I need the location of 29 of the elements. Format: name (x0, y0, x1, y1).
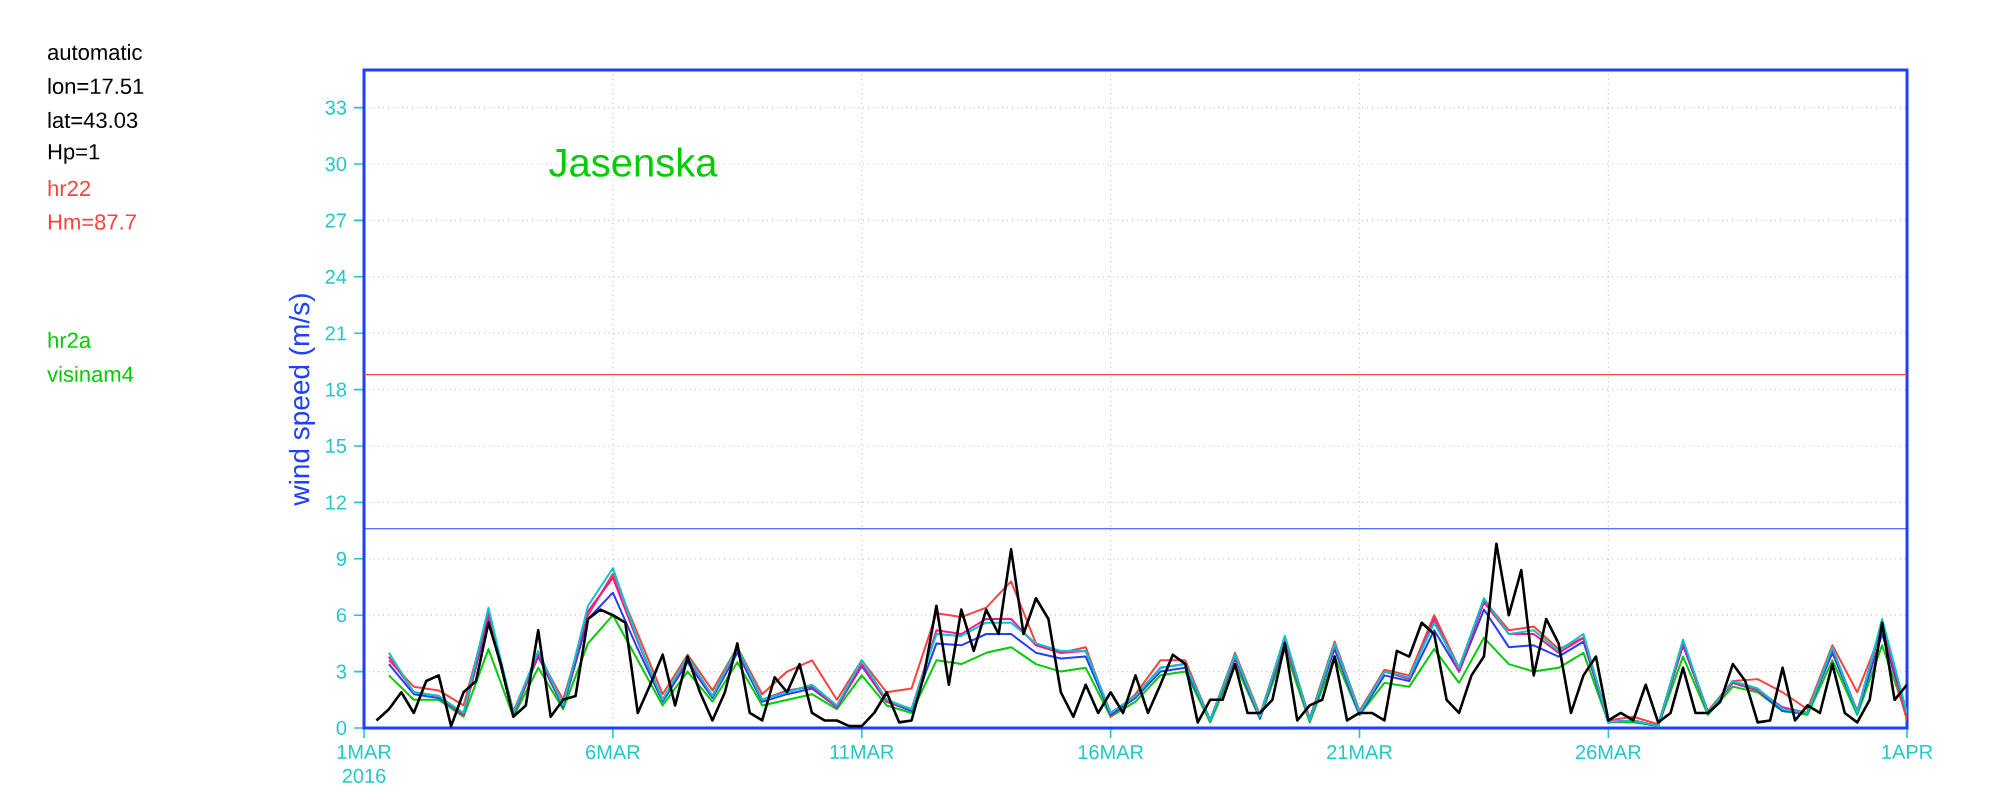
x-tick-label: 1APR (1882, 745, 1933, 759)
y-tick-label: 21 (325, 326, 346, 341)
y-tick-label: 33 (325, 100, 347, 115)
x-tick-label: 1MAR 2016 (337, 745, 391, 784)
y-tick-label: 30 (325, 156, 347, 172)
y-tick-label: 6 (336, 608, 347, 623)
text: Hm=87.7 (48, 214, 136, 230)
x-tick-label: 21MAR (1327, 745, 1392, 760)
text: automatic (48, 43, 142, 61)
y-tick-label: 9 (336, 551, 347, 566)
y-tick-label: 24 (325, 269, 347, 284)
y-tick-label: 15 (326, 439, 347, 453)
y-tick-label: 27 (325, 213, 346, 228)
y-tick-label: 0 (336, 720, 347, 736)
text: visinam4 (47, 365, 134, 383)
x-tick-label: 6MAR (586, 745, 640, 760)
text: hr2a (48, 331, 92, 349)
y-tick-label: 3 (336, 664, 347, 679)
x-tick-label: 26MAR (1576, 745, 1641, 760)
x-tick-label: 16MAR (1078, 745, 1144, 760)
text: lat=43.03 (48, 111, 138, 129)
text: lon=17.51 (48, 77, 144, 95)
y-axis-title: wind speed (m/s) (288, 294, 315, 506)
text: Hp=1 (48, 144, 100, 164)
text: hr22 (48, 180, 91, 196)
y-tick-label: 18 (326, 382, 347, 397)
text: Jasenska (549, 147, 718, 177)
x-tick-label: 11MAR (830, 745, 894, 759)
y-tick-label: 12 (326, 495, 346, 510)
